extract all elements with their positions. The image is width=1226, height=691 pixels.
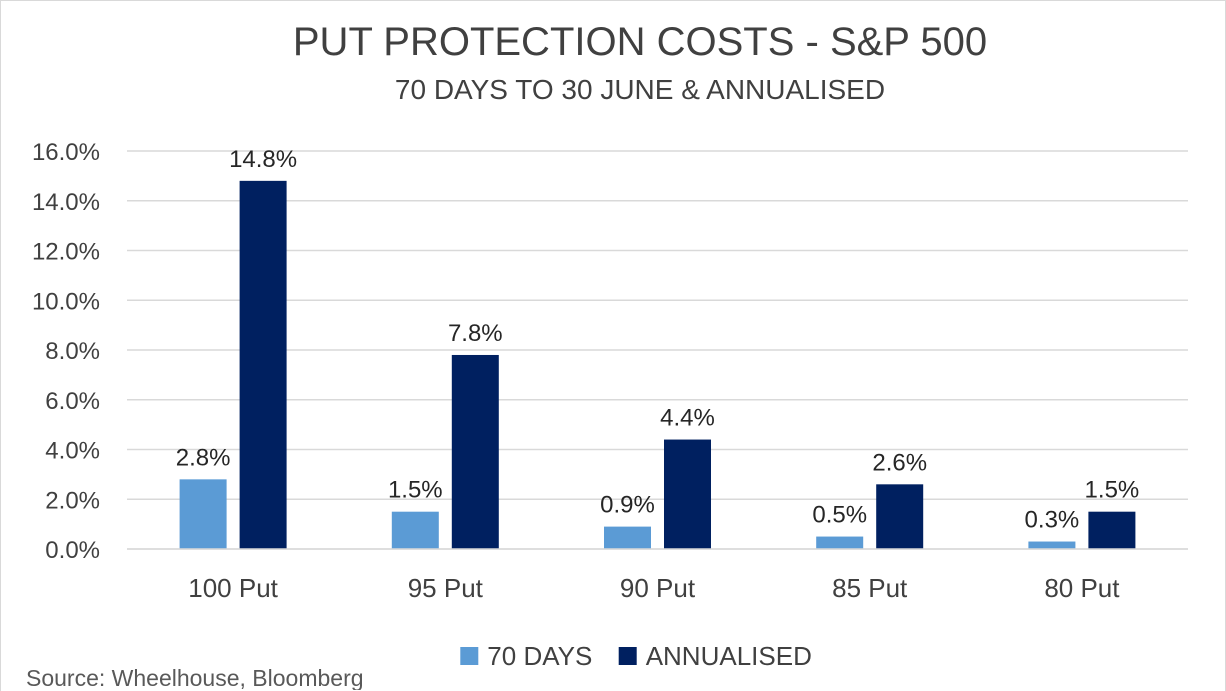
y-tick-label: 10.0% [32,288,100,315]
data-label: 14.8% [229,146,297,173]
x-tick-label: 95 Put [408,573,484,603]
bar [876,484,924,549]
data-label: 7.8% [448,320,503,347]
data-label: 0.5% [812,502,867,529]
bar [451,354,499,549]
bar [664,439,711,549]
data-label: 1.5% [388,477,443,504]
y-tick-label: 0.0% [45,537,100,564]
y-tick-label: 2.0% [45,487,100,514]
y-tick-label: 12.0% [32,239,100,266]
legend: 70 DAYS ANNUALISED [460,641,812,671]
data-labels: 2.8%14.8%1.5%7.8%0.9%4.4%0.5%2.6%0.3%1.5… [176,146,1140,534]
x-tick-label: 80 Put [1044,573,1120,603]
y-axis: 0.0% 2.0% 4.0% 6.0% 8.0% 10.0% 12.0% 14.0% 16.0% [32,139,100,564]
data-label: 4.4% [660,405,715,432]
source-note: Source: Wheelhouse, Bloomberg [26,665,364,690]
chart-subtitle: 70 DAYS TO 30 JUNE & ANNUALISED [395,74,885,105]
data-label: 0.9% [600,492,655,519]
bar [1028,541,1076,549]
data-label: 1.5% [1085,477,1140,504]
y-tick-label: 6.0% [45,388,100,415]
bar [179,479,227,549]
x-tick-label: 90 Put [620,573,696,603]
legend-label: ANNUALISED [646,641,812,671]
x-tick-label: 100 Put [188,573,278,603]
legend-label: 70 DAYS [487,641,592,671]
data-label: 2.8% [176,444,231,471]
legend-swatch [460,647,479,665]
x-tick-label: 85 Put [832,573,908,603]
legend-swatch [618,647,637,665]
x-axis: 100 Put 95 Put 90 Put 85 Put 80 Put [127,548,1188,603]
chart-title: PUT PROTECTION COSTS - S&P 500 [293,20,987,64]
y-tick-label: 8.0% [45,338,100,365]
y-tick-label: 4.0% [45,438,100,465]
data-label: 2.6% [872,449,927,476]
y-tick-label: 14.0% [32,189,100,216]
bar [391,511,439,549]
bar [816,536,864,549]
bar [1088,511,1136,549]
y-tick-label: 16.0% [32,139,100,166]
bar [604,526,651,549]
data-label: 0.3% [1025,507,1080,534]
bar [239,180,287,549]
bars [179,180,1136,549]
